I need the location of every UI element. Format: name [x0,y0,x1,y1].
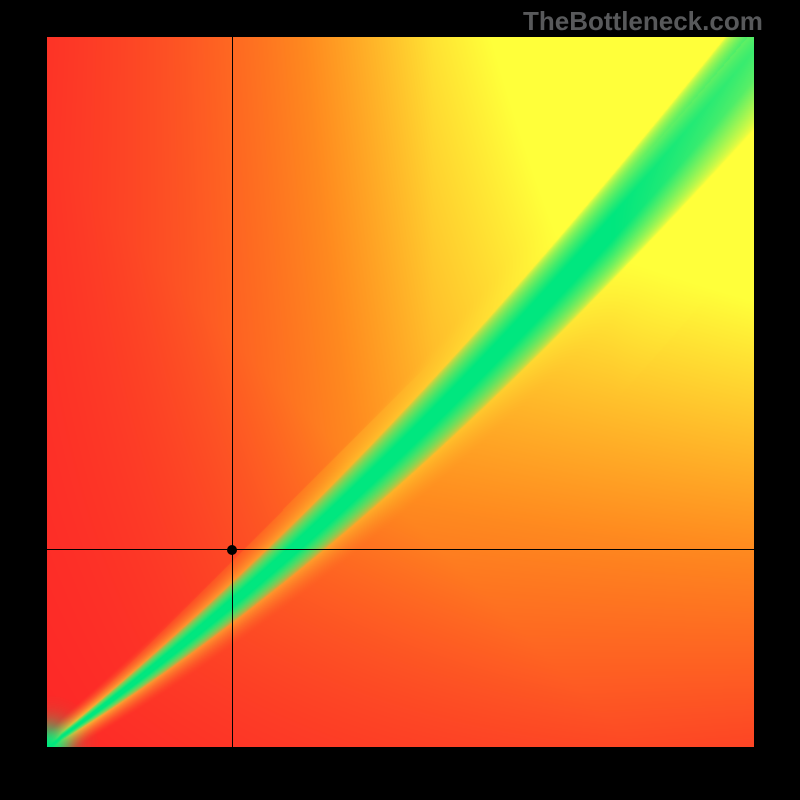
crosshair-marker [227,545,237,555]
crosshair-horizontal [47,549,754,550]
bottleneck-heatmap [47,37,754,747]
chart-container: TheBottleneck.com [0,0,800,800]
watermark-text: TheBottleneck.com [523,6,763,37]
crosshair-vertical [232,37,233,747]
